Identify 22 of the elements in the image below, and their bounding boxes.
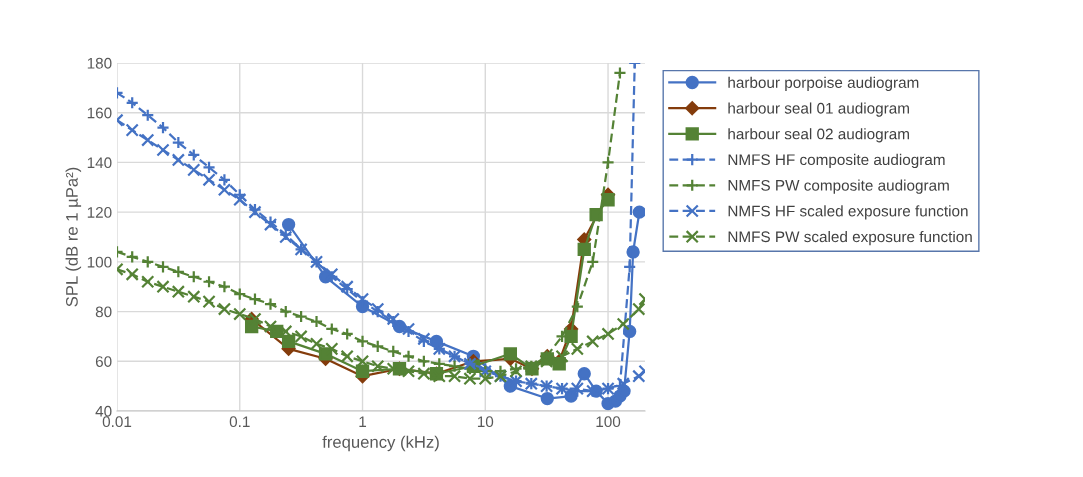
legend-label: NMFS PW composite audiogram [728,179,949,194]
legend-label: harbour seal 01 audiogram [728,102,909,117]
legend-label: harbour porpoise audiogram [728,76,919,91]
y-tick-label: 140 [87,157,112,169]
y-tick-label: 80 [95,306,112,318]
x-axis-title: frequency (kHz) [322,435,439,452]
y-tick-label: 180 [87,57,112,69]
x-tick-label: 1 [359,416,367,427]
legend-label: NMFS HF composite audiogram [728,153,945,169]
y-tick-label: 40 [95,405,112,417]
x-tick-label: 0.1 [229,416,250,428]
y-tick-label: 120 [87,207,112,218]
x-tick-label: 0.01 [102,416,132,428]
x-tick-label: 10 [477,416,494,428]
y-axis-title: SPL (dB re 1 µPa²) [65,167,82,307]
y-tick-label: 60 [95,356,112,367]
legend-label: harbour seal 02 audiogram [728,128,909,143]
y-tick-label: 100 [87,256,112,268]
x-tick-label: 100 [596,416,621,428]
y-tick-label: 160 [87,107,112,119]
legend-label: NMFS PW scaled exposure function [728,230,972,246]
legend-label: NMFS HF scaled exposure function [728,205,968,220]
